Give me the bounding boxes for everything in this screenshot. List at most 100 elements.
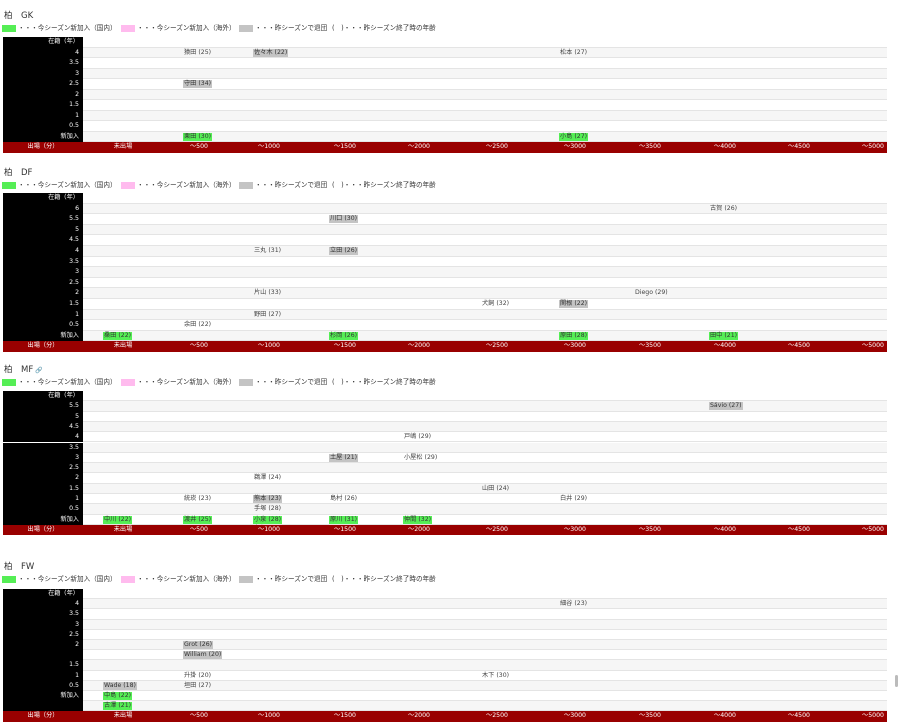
new-player-tag[interactable]: 中島 (22) <box>103 692 133 700</box>
departed-player-tag[interactable]: William (20) <box>183 651 223 660</box>
new-player-tag[interactable]: 原川 (31) <box>329 515 359 524</box>
player-tag[interactable]: 山田 (24) <box>482 484 510 492</box>
legend-text-domestic: ・・・今シーズン新加入（国内） <box>18 575 117 583</box>
header-cells <box>83 589 887 600</box>
tenure-row: 3 <box>3 619 887 630</box>
tenure-row: 1 <box>3 494 887 505</box>
player-tag[interactable]: 木下 (30) <box>482 671 510 679</box>
axis-tick: ～1000 <box>258 143 280 150</box>
player-tag[interactable]: 統崁 (23) <box>184 495 212 502</box>
departed-player-tag[interactable]: Sávio (27) <box>709 402 743 411</box>
minutes-axis: 出場（分） 未出場 ～500 ～1000 ～1500 ～2000 ～2500 ～3000 ～35… <box>3 142 887 153</box>
departed-player-tag[interactable]: 関根 (22) <box>559 300 589 308</box>
new-player-tag[interactable]: 田中 (21) <box>709 331 739 340</box>
departed-player-tag[interactable]: 土屋 (21) <box>329 453 359 462</box>
player-tag[interactable]: 白井 (29) <box>560 495 588 502</box>
row-cells <box>83 660 887 671</box>
row-cells <box>83 630 887 640</box>
new-player-tag[interactable]: 桑田 (22) <box>103 331 133 340</box>
tenure-row: 6 <box>3 203 887 215</box>
tenure-label: 3.5 <box>3 442 83 453</box>
new-player-tag[interactable]: 小島 (27) <box>559 132 589 141</box>
legend: ・・・今シーズン新加入（国内） ・・・今シーズン新加入（海外） ・・・昨シーズンで退… <box>2 575 462 584</box>
axis-tick: ～500 <box>190 712 208 720</box>
tenure-label: 6 <box>3 203 83 215</box>
row-cells <box>83 131 887 142</box>
axis-tick: ～4000 <box>714 342 736 350</box>
axis-tick: ～5000 <box>862 525 884 533</box>
legend-text-domestic: ・・・今シーズン新加入（国内） <box>18 378 117 386</box>
tenure-label: 1.5 <box>3 483 83 494</box>
axis-tick: ～3500 <box>639 143 661 150</box>
axis-name: 出場（分） <box>27 143 59 150</box>
axis-tick: ～3500 <box>639 712 661 720</box>
legend-swatch-domestic <box>2 379 16 386</box>
player-tag[interactable]: 野田 (27) <box>254 310 282 318</box>
new-player-tag[interactable]: 栗田 (30) <box>183 132 213 141</box>
axis-tick: ～2500 <box>486 525 508 533</box>
player-tag[interactable]: 升掛 (20) <box>184 671 212 679</box>
departed-player-tag[interactable]: 佐々木 (22) <box>253 48 289 57</box>
player-tag[interactable]: 古賀 (26) <box>710 204 738 212</box>
tenure-row: 3.5 <box>3 609 887 620</box>
new-player-tag[interactable]: 仲間 (32) <box>403 515 433 524</box>
player-tag[interactable]: 手塚 (28) <box>254 505 282 513</box>
tenure-label: 2 <box>3 288 83 299</box>
legend-swatch-overseas <box>121 379 135 386</box>
departed-player-tag[interactable]: 立田 (26) <box>329 247 359 255</box>
player-tag[interactable]: 犬飼 (32) <box>482 300 510 307</box>
new-player-tag[interactable]: 杉岡 (26) <box>329 331 359 340</box>
minutes-axis: 出場（分） 未出場 ～500 ～1000 ～1500 ～2000 ～2500 ～3000 ～35… <box>3 711 887 722</box>
tenure-row: 2 <box>3 473 887 484</box>
departed-player-tag[interactable]: 守田 (34) <box>183 80 213 88</box>
new-player-tag[interactable]: 古澤 (21) <box>103 702 133 711</box>
player-tag[interactable]: 島村 (26) <box>330 495 358 502</box>
player-tag[interactable]: 松本 (27) <box>560 48 588 56</box>
departed-player-tag[interactable]: 熊本 (23) <box>253 495 283 503</box>
player-tag[interactable]: 小屋松 (29) <box>404 453 438 461</box>
new-player-tag[interactable]: 原田 (28) <box>559 331 589 340</box>
link-icon[interactable]: 🔗 <box>35 367 43 374</box>
scrollbar-thumb[interactable] <box>895 675 898 687</box>
tenure-row: 2.5 <box>3 629 887 640</box>
roster-grid: 在籍（年） 6 5.5 5 4.5 4 3.5 3 2.5 2 1.5 1 0.5 新加入 古賀 (26) 川… <box>3 193 887 352</box>
roster-grid: 在籍（年） 4 3.5 3 2.5 2 1.5 1 0.5 新加入 猿田 (25) 佐々木 (22) 松… <box>3 37 887 153</box>
tenure-row: 1.5 <box>3 299 887 310</box>
new-player-tag[interactable]: 小泉 (28) <box>253 515 283 524</box>
legend-text-overseas: ・・・今シーズン新加入（海外） <box>137 24 236 32</box>
tenure-row: 3.5 <box>3 256 887 268</box>
tenure-label: 1 <box>3 309 83 321</box>
row-cells <box>83 421 887 433</box>
player-tag[interactable]: 余田 (22) <box>184 321 212 329</box>
new-player-tag[interactable]: 中川 (22) <box>103 515 133 524</box>
tenure-label: 4.5 <box>3 421 83 433</box>
row-cells <box>83 235 887 246</box>
tenure-label: 5 <box>3 411 83 422</box>
new-player-tag[interactable]: 渡井 (25) <box>183 515 213 524</box>
departed-player-tag[interactable]: 川口 (30) <box>329 215 359 224</box>
player-tag[interactable]: 鵜澤 (24) <box>254 474 282 482</box>
tenure-row: 3.5 <box>3 58 887 69</box>
player-tag[interactable]: 垣田 (27) <box>184 681 212 689</box>
player-tag[interactable]: 片山 (33) <box>254 289 282 297</box>
tenure-label: 2.5 <box>3 79 83 90</box>
legend: ・・・今シーズン新加入（国内） ・・・今シーズン新加入（海外） ・・・昨シーズンで退… <box>2 181 462 190</box>
row-cells <box>83 47 887 58</box>
player-tag[interactable]: 戸嶋 (29) <box>404 433 432 441</box>
player-tag[interactable]: 細谷 (23) <box>560 600 588 608</box>
tenure-row <box>3 701 887 712</box>
axis-tick: ～1500 <box>334 525 356 533</box>
player-tag[interactable]: Diego (29) <box>635 289 668 297</box>
axis-tick: ～500 <box>190 342 208 350</box>
axis-tick: ～1500 <box>334 143 356 150</box>
player-tag[interactable]: 猿田 (25) <box>184 48 212 56</box>
departed-player-tag[interactable]: Grot (26) <box>183 641 214 649</box>
departed-player-tag[interactable]: Wade (18) <box>103 681 137 690</box>
player-tag[interactable]: 三丸 (31) <box>254 247 282 254</box>
axis-tick: 未出場 <box>113 342 133 350</box>
tenure-label: 4.5 <box>3 235 83 246</box>
roster-grid: 在籍（年） 5.5 5 4.5 4 3.5 3 2.5 2 1.5 1 0.5 新加入 Sávio (27… <box>3 391 887 536</box>
row-cells <box>83 100 887 111</box>
tenure-label: 2 <box>3 89 83 100</box>
legend-text-overseas: ・・・今シーズン新加入（海外） <box>137 378 236 386</box>
